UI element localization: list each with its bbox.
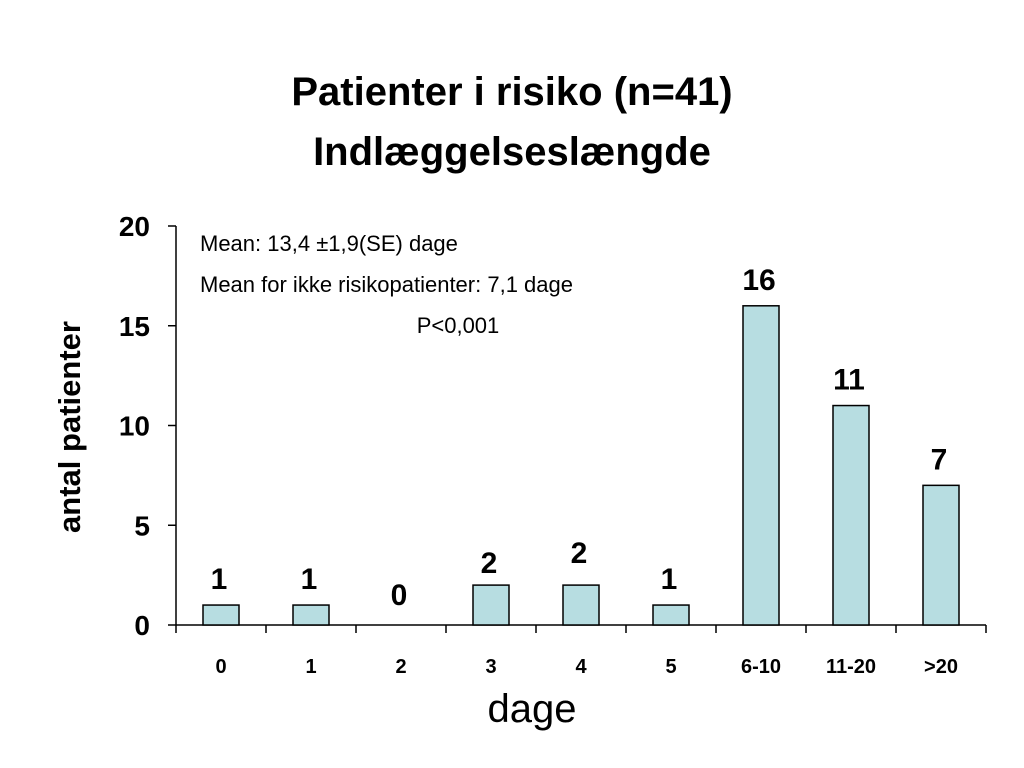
chart-title: Patienter i risiko (n=41) (291, 70, 733, 114)
x-tick-label: 5 (665, 656, 676, 678)
x-tick-label: 0 (215, 656, 226, 678)
bar (292, 604, 330, 626)
x-tick-label: 2 (395, 656, 406, 678)
y-tick-label: 0 (134, 610, 150, 641)
y-tick-label: 15 (119, 311, 150, 342)
x-tick-label: 6-10 (741, 656, 781, 678)
data-label: 7 (931, 443, 948, 476)
data-label: 1 (661, 563, 678, 596)
data-label: 11 (833, 364, 865, 397)
annotation-mean: Mean: 13,4 ±1,9(SE) dage (200, 231, 458, 256)
x-tick-label: >20 (924, 656, 958, 678)
bar (202, 604, 240, 626)
y-tick-label: 5 (134, 510, 150, 541)
x-tick-label: 4 (575, 656, 587, 678)
chart-subtitle: Indlæggelseslængde (313, 130, 711, 174)
bar (652, 604, 690, 626)
annotation-p-value: P<0,001 (417, 313, 500, 338)
bar (742, 305, 780, 626)
bar (562, 584, 600, 626)
bar (922, 484, 960, 626)
data-label: 1 (301, 563, 318, 596)
data-label: 2 (481, 547, 498, 580)
bar (472, 584, 510, 626)
data-label: 0 (391, 579, 408, 612)
y-tick-label: 20 (119, 211, 150, 242)
x-axis-label: dage (488, 687, 577, 731)
bar (832, 404, 870, 626)
x-tick-label: 11-20 (826, 656, 876, 678)
annotation-mean-nonrisk: Mean for ikke risikopatienter: 7,1 dage (200, 272, 573, 297)
y-axis-label: antal patienter (52, 321, 87, 533)
x-tick-label: 3 (485, 656, 496, 678)
data-label: 1 (211, 563, 228, 596)
data-label: 16 (742, 264, 775, 297)
data-label: 2 (571, 537, 588, 570)
x-tick-label: 1 (305, 656, 316, 678)
y-tick-label: 10 (119, 411, 150, 442)
